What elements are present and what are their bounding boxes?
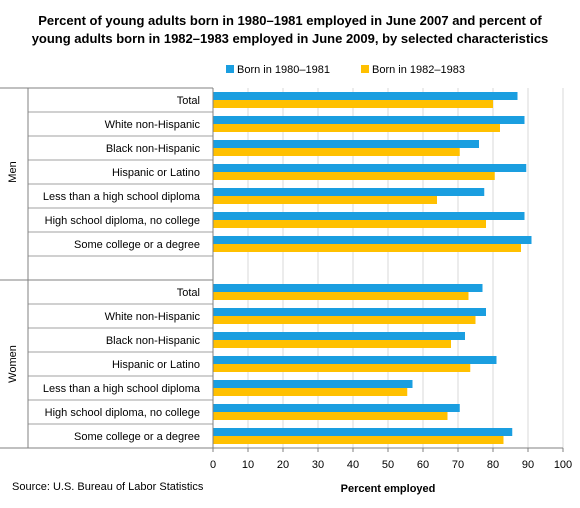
chart-title: Percent of young adults born in 1980–198… (0, 12, 580, 48)
bar-born-1980-1981 (213, 356, 497, 364)
x-tick-label: 10 (242, 459, 254, 471)
bar-born-1980-1981 (213, 140, 479, 148)
category-label: Some college or a degree (74, 239, 200, 251)
group-label-women: Women (7, 345, 19, 383)
chart-title-line-2: young adults born in 1982–1983 employed … (31, 31, 549, 46)
bar-born-1982-1983 (213, 124, 500, 132)
bar-born-1982-1983 (213, 244, 521, 252)
legend-swatch-born-1980-1981 (226, 65, 234, 73)
category-label: Less than a high school diploma (43, 383, 201, 395)
bar-born-1982-1983 (213, 412, 448, 420)
bar-born-1980-1981 (213, 284, 483, 292)
category-label: High school diploma, no college (45, 407, 200, 419)
legend-swatch-born-1982-1983 (361, 65, 369, 73)
category-label: Total (177, 95, 200, 107)
bar-born-1980-1981 (213, 428, 513, 436)
group-label-men: Men (7, 161, 19, 182)
legend-label-born-1980-1981: Born in 1980–1981 (237, 64, 330, 76)
bar-born-1980-1981 (213, 164, 527, 172)
category-label: Less than a high school diploma (43, 191, 201, 203)
bar-born-1980-1981 (213, 332, 465, 340)
bar-born-1982-1983 (213, 436, 504, 444)
category-label: Hispanic or Latino (112, 167, 200, 179)
source-note: Source: U.S. Bureau of Labor Statistics (12, 481, 204, 493)
bar-born-1980-1981 (213, 404, 460, 412)
bar-born-1982-1983 (213, 316, 476, 324)
bar-born-1980-1981 (213, 212, 525, 220)
chart-title-line-1: Percent of young adults born in 1980–198… (38, 13, 542, 28)
bar-born-1982-1983 (213, 100, 493, 108)
bar-born-1982-1983 (213, 172, 495, 180)
category-label: Total (177, 287, 200, 299)
category-label: White non-Hispanic (105, 311, 201, 323)
bar-born-1982-1983 (213, 340, 451, 348)
bar-born-1982-1983 (213, 148, 460, 156)
bar-born-1980-1981 (213, 380, 413, 388)
bar-born-1980-1981 (213, 92, 518, 100)
x-tick-label: 50 (382, 459, 394, 471)
x-tick-label: 60 (417, 459, 429, 471)
category-label: Black non-Hispanic (106, 335, 201, 347)
bar-born-1982-1983 (213, 220, 486, 228)
bar-born-1982-1983 (213, 364, 471, 372)
bar-born-1980-1981 (213, 236, 532, 244)
legend-label-born-1982-1983: Born in 1982–1983 (372, 64, 465, 76)
category-label: Hispanic or Latino (112, 359, 200, 371)
bar-born-1982-1983 (213, 388, 408, 396)
x-tick-label: 20 (277, 459, 289, 471)
bar-born-1980-1981 (213, 188, 485, 196)
bar-born-1982-1983 (213, 292, 469, 300)
x-tick-label: 70 (452, 459, 464, 471)
x-tick-label: 0 (210, 459, 216, 471)
category-label: High school diploma, no college (45, 215, 200, 227)
category-label: Some college or a degree (74, 431, 200, 443)
bar-born-1980-1981 (213, 116, 525, 124)
x-tick-label: 80 (487, 459, 499, 471)
bar-born-1982-1983 (213, 196, 437, 204)
x-tick-label: 30 (312, 459, 324, 471)
x-tick-label: 90 (522, 459, 534, 471)
x-tick-label: 100 (554, 459, 572, 471)
x-axis-title: Percent employed (340, 483, 436, 495)
category-label: White non-Hispanic (105, 119, 201, 131)
bar-born-1980-1981 (213, 308, 486, 316)
category-label: Black non-Hispanic (106, 143, 201, 155)
x-tick-label: 40 (347, 459, 359, 471)
